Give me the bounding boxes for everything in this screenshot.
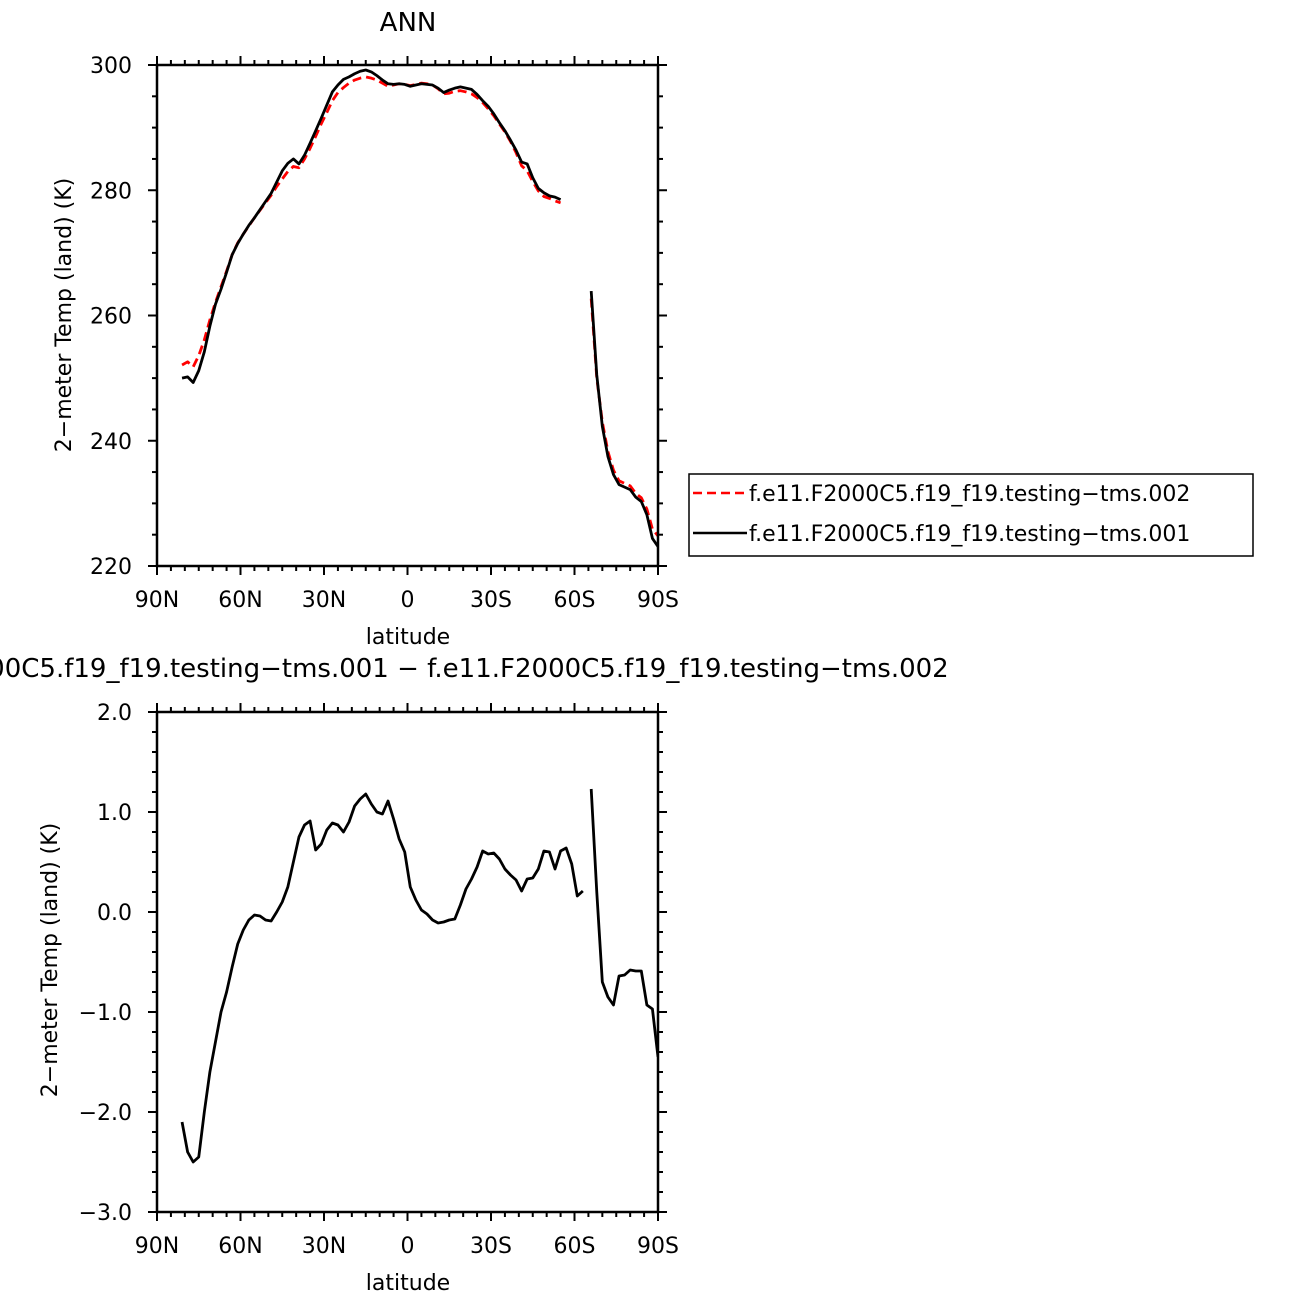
bottom-x-tick-label: 90N: [135, 1234, 179, 1259]
top-series-0-line-segment-0: [181, 75, 562, 369]
bottom-y-tick-label: 1.0: [97, 801, 132, 826]
top-x-tick-label: 60S: [554, 588, 596, 613]
top-y-axis-label: 2−meter Temp (land) (K): [52, 178, 77, 452]
bottom-x-tick-label: 60S: [554, 1234, 596, 1259]
bottom-y-tick-label: −1.0: [79, 1001, 132, 1026]
bottom-y-axis-label: 2−meter Temp (land) (K): [38, 823, 63, 1097]
legend-frame: [688, 473, 1254, 557]
top-y-tick-label: 300: [90, 54, 132, 79]
bottom-series-0-line-segment-1: [589, 788, 658, 1058]
bottom-x-axis-label: latitude: [366, 1271, 450, 1296]
bottom-x-tick-label: 0: [401, 1234, 415, 1259]
bottom-y-tick-label: −2.0: [79, 1101, 132, 1126]
bottom-x-tick-label: 90S: [637, 1234, 679, 1259]
legend-label-series-001: f.e11.F2000C5.f19_f19.testing−tms.001: [749, 522, 1190, 547]
top-y-tick-label: 260: [90, 305, 132, 330]
top-x-tick-label: 30N: [302, 588, 346, 613]
top-plot-frame: [155, 63, 660, 568]
bottom-x-tick-label: 30S: [470, 1234, 512, 1259]
top-x-axis-label: latitude: [366, 625, 450, 650]
legend-label-series-002: f.e11.F2000C5.f19_f19.testing−tms.002: [749, 482, 1190, 507]
bottom-chart-title: f.e11.F2000C5.f19_f19.testing−tms.001 − …: [0, 654, 949, 684]
top-series-1-line-segment-0: [181, 68, 562, 384]
top-y-tick-label: 220: [90, 555, 132, 580]
top-y-tick-label: 240: [90, 430, 132, 455]
top-x-tick-label: 60N: [218, 588, 262, 613]
top-y-tick-label: 280: [90, 179, 132, 204]
bottom-y-tick-label: 2.0: [97, 701, 132, 726]
bottom-x-tick-label: 30N: [302, 1234, 346, 1259]
bottom-series-0-line-segment-0: [180, 792, 584, 1164]
top-chart: ANN 90N 60N 30N 0 30S 60S 90S 300 280 260 240 220 l…: [52, 8, 1254, 650]
bottom-y-tick-label: 0.0: [97, 901, 132, 926]
legend: f.e11.F2000C5.f19_f19.testing−tms.002 f.…: [688, 473, 1254, 557]
bottom-x-tick-label: 60N: [218, 1234, 262, 1259]
top-chart-title: ANN: [380, 8, 437, 38]
top-series-0-line-segment-1: [589, 298, 658, 537]
bottom-y-tick-label: −3.0: [79, 1201, 132, 1226]
bottom-chart: f.e11.F2000C5.f19_f19.testing−tms.001 − …: [0, 654, 949, 1296]
top-series-1-line-segment-1: [589, 290, 658, 548]
top-x-tick-label: 0: [401, 588, 415, 613]
top-x-tick-label: 90N: [135, 588, 179, 613]
top-x-tick-label: 30S: [470, 588, 512, 613]
top-x-tick-label: 90S: [637, 588, 679, 613]
